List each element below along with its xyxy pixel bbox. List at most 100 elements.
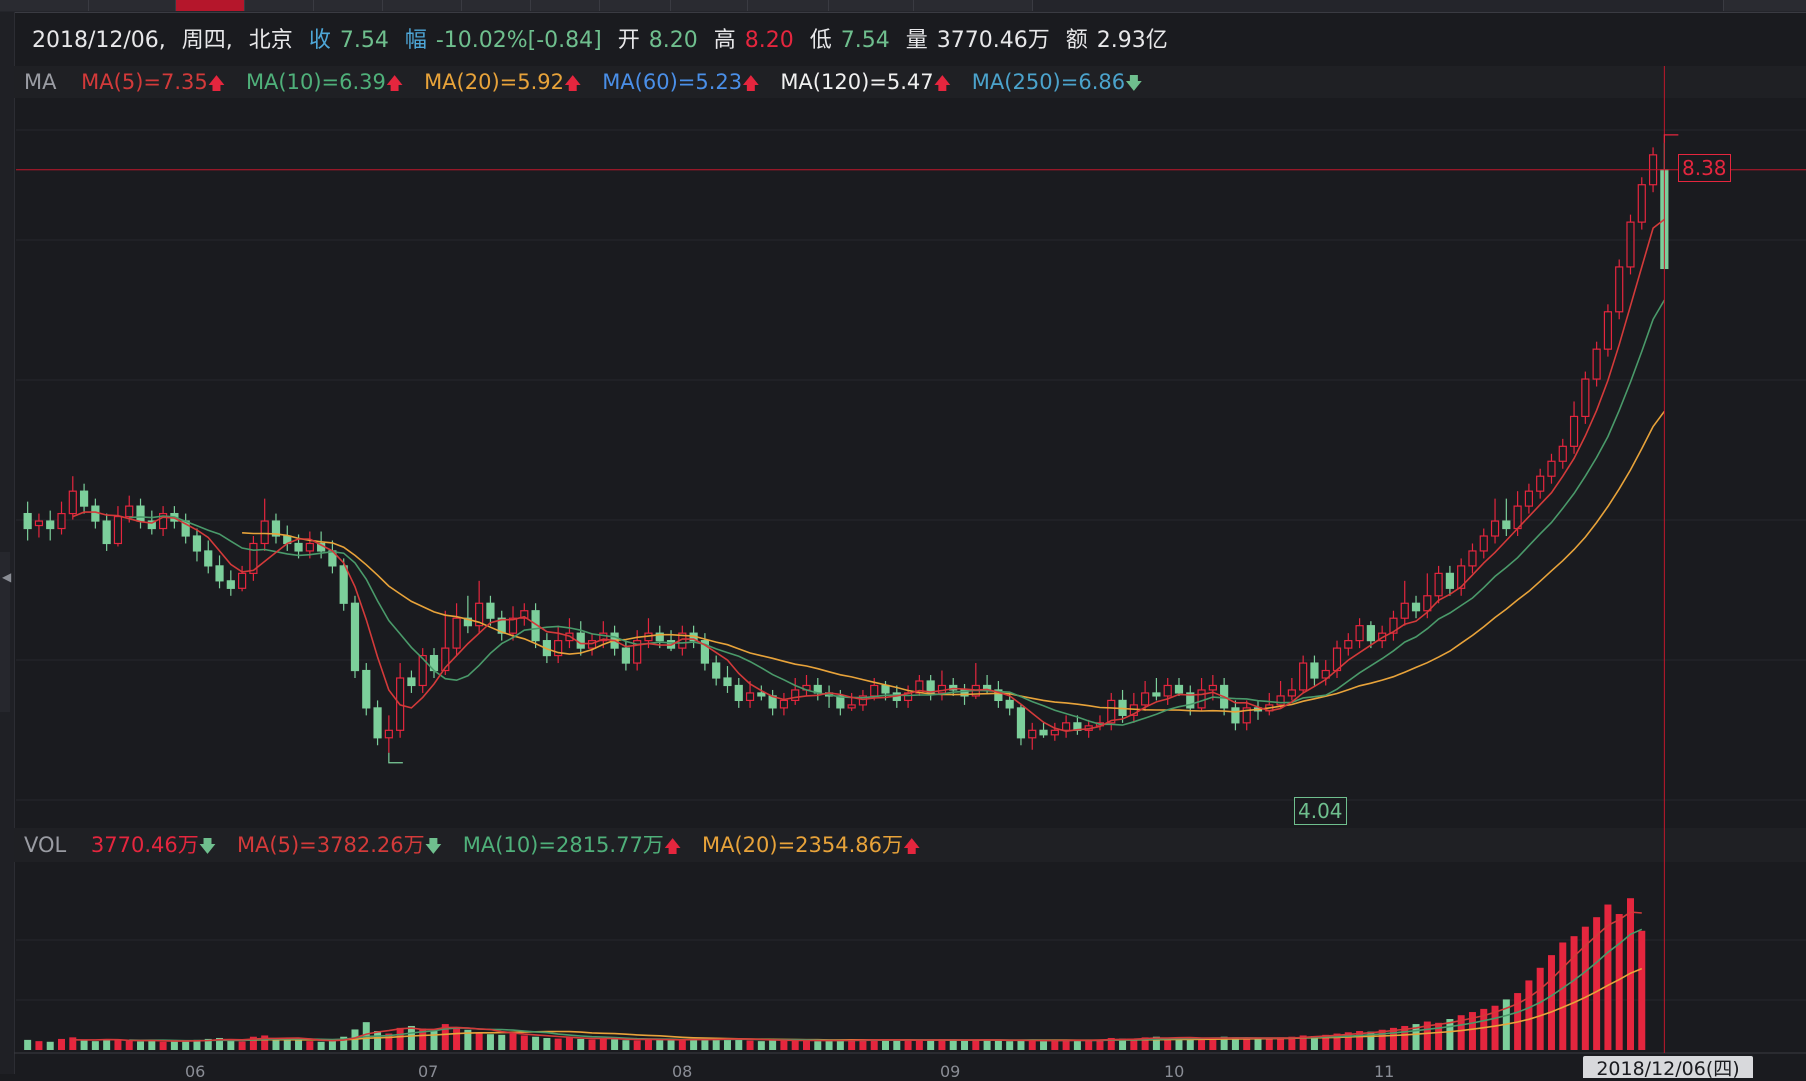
volume-bar	[690, 1039, 698, 1050]
tab[interactable]	[671, 0, 748, 11]
volume-bar	[961, 1040, 969, 1050]
tab[interactable]	[383, 0, 462, 11]
candle-body	[836, 695, 845, 709]
volume-bar	[1220, 1036, 1228, 1050]
volume-bar	[374, 1031, 382, 1050]
volume-bar	[1480, 1008, 1488, 1050]
collapse-handle[interactable]	[0, 552, 10, 712]
tab[interactable]	[914, 0, 1033, 11]
volume-bar	[949, 1040, 957, 1050]
arrow-down-icon: 🡇	[1125, 74, 1143, 94]
volume-bar	[757, 1041, 765, 1050]
volume-bar	[328, 1040, 336, 1050]
arrow-up-icon: 🡅	[564, 74, 582, 94]
volume-bar	[1367, 1031, 1375, 1050]
open-value: 8.20	[648, 28, 698, 53]
candle-body	[858, 695, 868, 706]
candle-body	[847, 704, 856, 709]
volume-bar	[193, 1039, 201, 1050]
volume-bar	[746, 1040, 754, 1050]
volume-bar	[520, 1035, 528, 1050]
candle-body	[745, 692, 755, 702]
volume-bar	[1423, 1021, 1431, 1050]
tab[interactable]	[829, 0, 914, 11]
candle-body	[1569, 415, 1579, 447]
volume-bar	[1130, 1039, 1138, 1050]
volume-bar	[825, 1040, 833, 1050]
x-tick: 07	[418, 1062, 439, 1081]
candle-body	[1016, 707, 1026, 739]
volume-bar	[1446, 1019, 1454, 1050]
volume-bar	[509, 1033, 517, 1050]
tab[interactable]	[245, 0, 314, 11]
volume-bar	[306, 1041, 314, 1050]
volume-bar	[1073, 1040, 1081, 1050]
candle-body	[373, 707, 382, 739]
vol-legend-label[interactable]: VOL	[24, 833, 67, 857]
volume-bar	[91, 1041, 99, 1050]
x-tick: 08	[672, 1062, 693, 1081]
volume-bar	[622, 1040, 630, 1050]
volume-bar	[1547, 955, 1555, 1050]
low-label: 低	[809, 28, 832, 53]
volume-bar	[1040, 1040, 1048, 1050]
volume-bar	[836, 1039, 844, 1050]
candle-body	[1366, 625, 1375, 642]
volume-bar	[667, 1039, 675, 1050]
volume-bar	[802, 1040, 810, 1050]
quote-info-row: 2018/12/06, 周四, 北京 收 7.54 幅 -10.02%[-0.84]…	[32, 24, 1177, 58]
tab[interactable]	[531, 0, 600, 11]
candle-body	[1231, 707, 1240, 724]
arrow-up-icon: 🡅	[385, 74, 404, 94]
volume-bar	[1525, 980, 1533, 1050]
volume-bar	[1209, 1037, 1217, 1050]
volume-bar	[882, 1040, 890, 1050]
vol-ma10-line	[129, 928, 1643, 1042]
tab[interactable]	[0, 0, 89, 11]
volume-bar	[893, 1039, 901, 1050]
volume-bar	[1604, 904, 1612, 1050]
tab[interactable]	[89, 0, 176, 11]
tab[interactable]	[462, 0, 531, 11]
x-tick: 06	[185, 1062, 206, 1081]
arrow-up-icon: 🡅	[903, 837, 921, 857]
tab-active[interactable]	[176, 0, 245, 11]
chevron-left-icon[interactable]: ◀	[2, 570, 12, 584]
tab[interactable]	[600, 0, 671, 11]
tab[interactable]	[1724, 0, 1806, 11]
volume-bar	[915, 1040, 923, 1050]
candle-body	[34, 520, 44, 527]
candle-body	[1536, 475, 1545, 492]
volume-bar	[656, 1039, 664, 1050]
volume-bar	[712, 1037, 720, 1050]
volume-bar	[1615, 914, 1623, 1050]
candle-body	[305, 542, 314, 552]
candle-body	[158, 512, 168, 530]
volume-bar	[1062, 1039, 1070, 1050]
ma-legend-label[interactable]: MA	[24, 70, 57, 94]
candle-body	[870, 684, 879, 697]
amount-label: 额	[1065, 28, 1088, 53]
volume-bar	[904, 1040, 912, 1050]
crosshair-date-tag: 2018/12/06(四)	[1583, 1056, 1753, 1078]
arrow-up-icon: 🡅	[207, 74, 226, 94]
tab[interactable]	[748, 0, 829, 11]
candle-body	[926, 680, 935, 694]
volume-bar	[475, 1032, 483, 1050]
volume-bar	[599, 1037, 607, 1050]
candle-body	[226, 580, 235, 589]
tab[interactable]	[314, 0, 383, 11]
volume-bar	[148, 1040, 156, 1050]
candle-body	[384, 729, 393, 739]
candle-body	[475, 602, 484, 627]
volume-bar	[1051, 1040, 1059, 1050]
volume-bar	[543, 1037, 551, 1050]
vol-legend: VOL 3770.46万🡇 MA(5)=3782.26万🡇 MA(10)=281…	[14, 828, 1806, 862]
candle-body	[192, 535, 202, 552]
volume-bar	[983, 1039, 991, 1050]
candle-body	[1299, 662, 1308, 691]
volume-bar	[464, 1029, 472, 1050]
volume-bar	[1277, 1037, 1285, 1050]
volume-bar	[1119, 1038, 1127, 1050]
